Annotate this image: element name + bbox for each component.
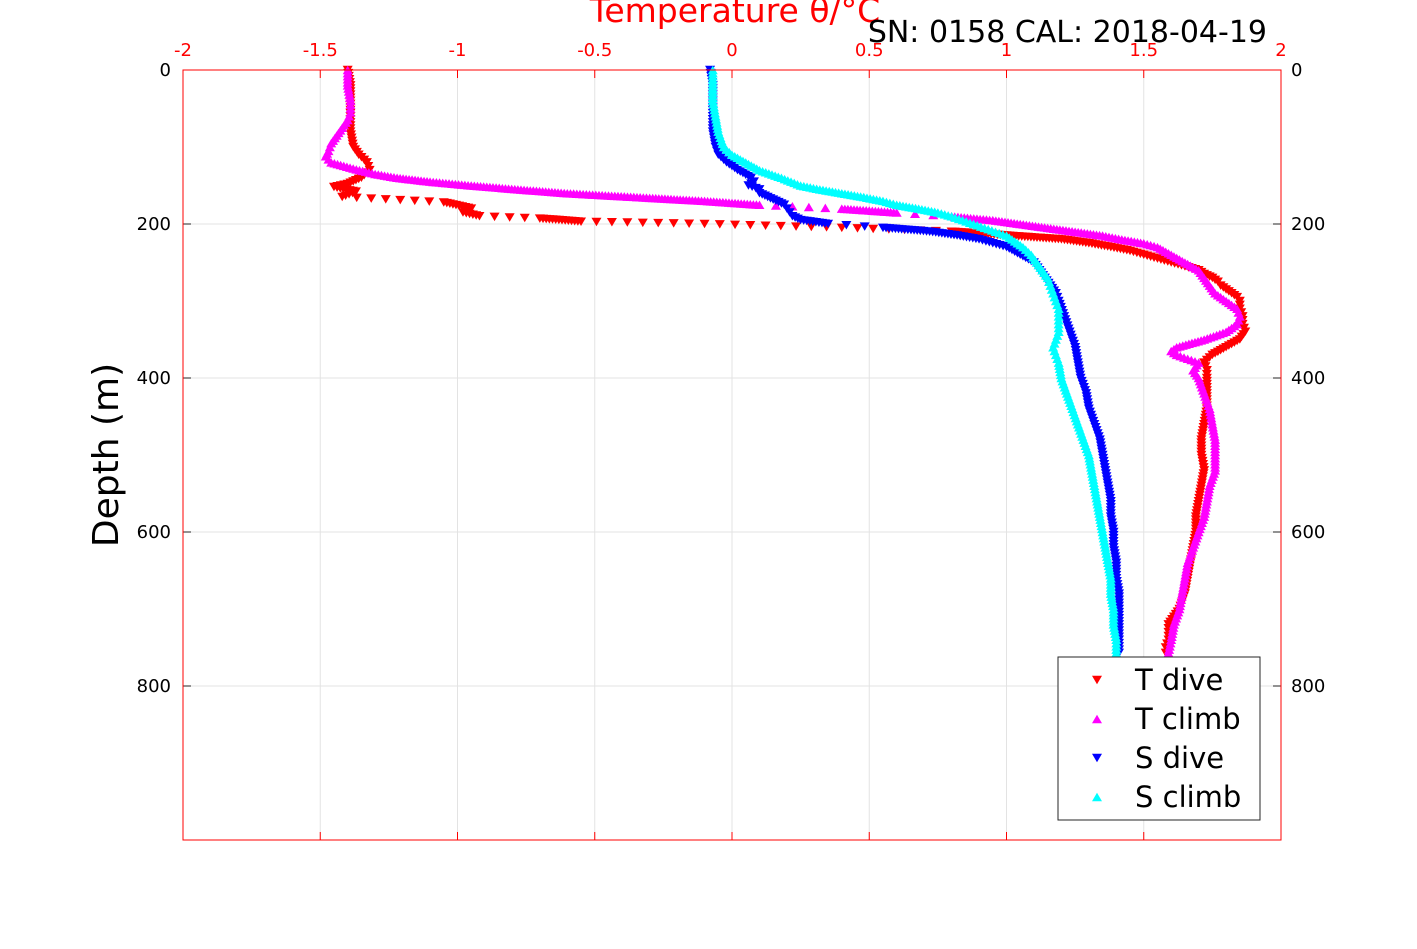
data-point xyxy=(395,195,406,205)
data-point xyxy=(841,221,852,230)
legend-label: S climb xyxy=(1135,780,1241,814)
data-point xyxy=(576,217,587,226)
data-point xyxy=(684,219,695,228)
series-t-climb xyxy=(320,65,1245,658)
data-point xyxy=(622,218,633,227)
data-point xyxy=(337,192,348,202)
x-top-tick-label: 0.5 xyxy=(855,40,884,61)
series-s-climb xyxy=(707,65,1122,658)
data-point xyxy=(489,212,500,222)
data-point xyxy=(606,218,617,227)
data-point xyxy=(474,212,485,221)
data-point xyxy=(754,200,765,209)
x-top-tick-label: 1 xyxy=(1001,40,1012,61)
data-point xyxy=(806,222,817,232)
data-point xyxy=(668,219,679,228)
legend-label: T dive xyxy=(1134,663,1223,697)
data-point xyxy=(409,196,420,206)
x-top-tick-label: -2 xyxy=(174,40,192,61)
chart-title: Temperature θ/°C xyxy=(589,0,880,30)
data-point xyxy=(791,222,802,231)
legend-box xyxy=(1057,656,1261,821)
chart-subtitle: SN: 0158 CAL: 2018-04-19 xyxy=(868,15,1267,50)
x-top-tick-label: -1 xyxy=(449,40,467,61)
data-point xyxy=(1163,648,1174,658)
legend: T dive T climb S dive S climb xyxy=(1057,656,1261,821)
data-point xyxy=(910,209,920,218)
data-point xyxy=(424,197,435,206)
x-top-tick-label: 0 xyxy=(726,40,737,61)
data-point xyxy=(519,213,530,223)
data-point xyxy=(591,217,602,227)
legend-marker xyxy=(1092,675,1102,685)
plot-box xyxy=(182,69,1282,841)
data-point xyxy=(852,224,863,233)
y-left-tick-label: 400 xyxy=(137,368,171,389)
x-top-tick-label: -0.5 xyxy=(577,40,612,61)
legend-label: S dive xyxy=(1135,741,1224,775)
y-left-tick-label: 0 xyxy=(160,60,171,81)
x-top-tick-label: 1.5 xyxy=(1129,40,1158,61)
data-point xyxy=(775,221,786,231)
data-point xyxy=(868,224,879,234)
data-point xyxy=(730,220,741,230)
legend-marker xyxy=(1092,753,1102,763)
legend-marker xyxy=(1092,792,1102,802)
legend-label: T climb xyxy=(1134,702,1241,736)
x-top-tick-label: 2 xyxy=(1275,40,1286,61)
data-point xyxy=(803,202,814,212)
data-point xyxy=(823,219,834,229)
y-right-tick-label: 400 xyxy=(1291,368,1325,389)
data-point xyxy=(653,218,664,228)
data-layer xyxy=(320,65,1251,658)
data-point xyxy=(760,221,771,230)
y-axis-label: Depth (m) xyxy=(86,363,127,547)
data-point xyxy=(366,194,377,203)
y-left-tick-label: 800 xyxy=(137,676,171,697)
y-right-tick-label: 0 xyxy=(1291,60,1302,81)
legend-marker xyxy=(1092,714,1102,724)
y-right-tick-label: 800 xyxy=(1291,676,1325,697)
data-point xyxy=(859,222,870,231)
data-point xyxy=(770,201,781,210)
y-right-tick-label: 200 xyxy=(1291,214,1325,235)
data-point xyxy=(891,208,902,217)
data-point xyxy=(637,218,648,228)
y-right-tick-label: 600 xyxy=(1291,522,1325,543)
data-point xyxy=(351,193,362,203)
data-point xyxy=(820,203,831,213)
x-top-tick-label: -1.5 xyxy=(303,40,338,61)
y-left-tick-label: 200 xyxy=(137,214,171,235)
data-point xyxy=(699,219,710,229)
data-point xyxy=(745,221,756,230)
data-point xyxy=(1111,648,1122,658)
data-point xyxy=(714,220,725,229)
data-point xyxy=(504,213,515,222)
data-point xyxy=(380,195,391,204)
y-left-tick-label: 600 xyxy=(137,522,171,543)
